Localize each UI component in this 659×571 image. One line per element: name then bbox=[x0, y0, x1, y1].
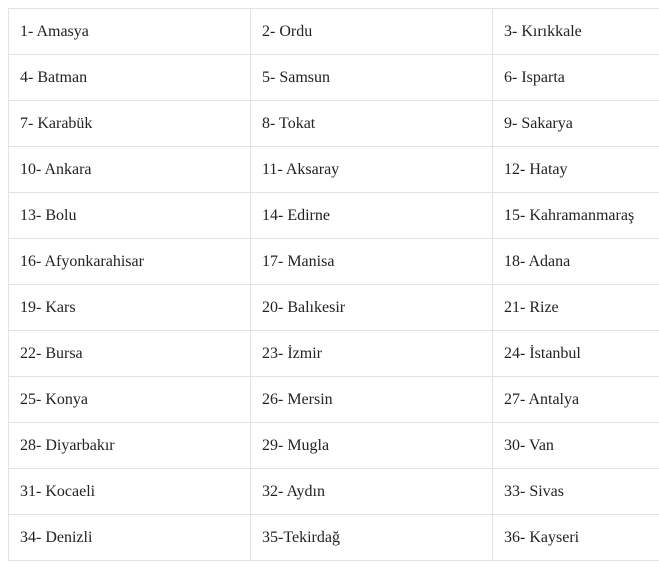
city-cell: 35-Tekirdağ bbox=[250, 514, 493, 561]
city-table: 1- Amasya 2- Ordu 3- Kırıkkale 4- Batman 5- … bbox=[8, 8, 659, 561]
city-cell: 2- Ordu bbox=[250, 8, 493, 55]
city-cell: 27- Antalya bbox=[492, 376, 659, 423]
city-table-body: 1- Amasya 2- Ordu 3- Kırıkkale 4- Batman 5- … bbox=[8, 8, 659, 561]
table-row: 4- Batman 5- Samsun 6- Isparta bbox=[8, 54, 659, 101]
city-cell: 12- Hatay bbox=[492, 146, 659, 193]
city-cell: 1- Amasya bbox=[8, 8, 251, 55]
city-cell: 33- Sivas bbox=[492, 468, 659, 515]
city-cell: 34- Denizli bbox=[8, 514, 251, 561]
table-row: 1- Amasya 2- Ordu 3- Kırıkkale bbox=[8, 8, 659, 55]
city-cell: 6- Isparta bbox=[492, 54, 659, 101]
city-cell: 25- Konya bbox=[8, 376, 251, 423]
table-row: 31- Kocaeli 32- Aydın 33- Sivas bbox=[8, 468, 659, 515]
city-cell: 3- Kırıkkale bbox=[492, 8, 659, 55]
city-cell: 17- Manisa bbox=[250, 238, 493, 285]
city-cell: 19- Kars bbox=[8, 284, 251, 331]
table-row: 10- Ankara 11- Aksaray 12- Hatay bbox=[8, 146, 659, 193]
city-cell: 13- Bolu bbox=[8, 192, 251, 239]
city-cell: 8- Tokat bbox=[250, 100, 493, 147]
city-cell: 24- İstanbul bbox=[492, 330, 659, 377]
city-cell: 23- İzmir bbox=[250, 330, 493, 377]
city-cell: 18- Adana bbox=[492, 238, 659, 285]
table-row: 16- Afyonkarahisar 17- Manisa 18- Adana bbox=[8, 238, 659, 285]
city-cell: 28- Diyarbakır bbox=[8, 422, 251, 469]
table-row: 13- Bolu 14- Edirne 15- Kahramanmaraş bbox=[8, 192, 659, 239]
city-cell: 26- Mersin bbox=[250, 376, 493, 423]
city-cell: 10- Ankara bbox=[8, 146, 251, 193]
table-row: 19- Kars 20- Balıkesir 21- Rize bbox=[8, 284, 659, 331]
city-cell: 31- Kocaeli bbox=[8, 468, 251, 515]
city-cell: 22- Bursa bbox=[8, 330, 251, 377]
city-cell: 4- Batman bbox=[8, 54, 251, 101]
city-cell: 11- Aksaray bbox=[250, 146, 493, 193]
city-cell: 21- Rize bbox=[492, 284, 659, 331]
table-row: 7- Karabük 8- Tokat 9- Sakarya bbox=[8, 100, 659, 147]
city-cell: 5- Samsun bbox=[250, 54, 493, 101]
city-cell: 7- Karabük bbox=[8, 100, 251, 147]
city-cell: 14- Edirne bbox=[250, 192, 493, 239]
city-cell: 20- Balıkesir bbox=[250, 284, 493, 331]
table-row: 22- Bursa 23- İzmir 24- İstanbul bbox=[8, 330, 659, 377]
city-cell: 32- Aydın bbox=[250, 468, 493, 515]
city-cell: 30- Van bbox=[492, 422, 659, 469]
city-cell: 16- Afyonkarahisar bbox=[8, 238, 251, 285]
city-cell: 36- Kayseri bbox=[492, 514, 659, 561]
table-row: 25- Konya 26- Mersin 27- Antalya bbox=[8, 376, 659, 423]
city-cell: 15- Kahramanmaraş bbox=[492, 192, 659, 239]
table-row: 28- Diyarbakır 29- Mugla 30- Van bbox=[8, 422, 659, 469]
city-cell: 9- Sakarya bbox=[492, 100, 659, 147]
table-row: 34- Denizli 35-Tekirdağ 36- Kayseri bbox=[8, 514, 659, 561]
page: 1- Amasya 2- Ordu 3- Kırıkkale 4- Batman 5- … bbox=[8, 8, 659, 561]
city-cell: 29- Mugla bbox=[250, 422, 493, 469]
